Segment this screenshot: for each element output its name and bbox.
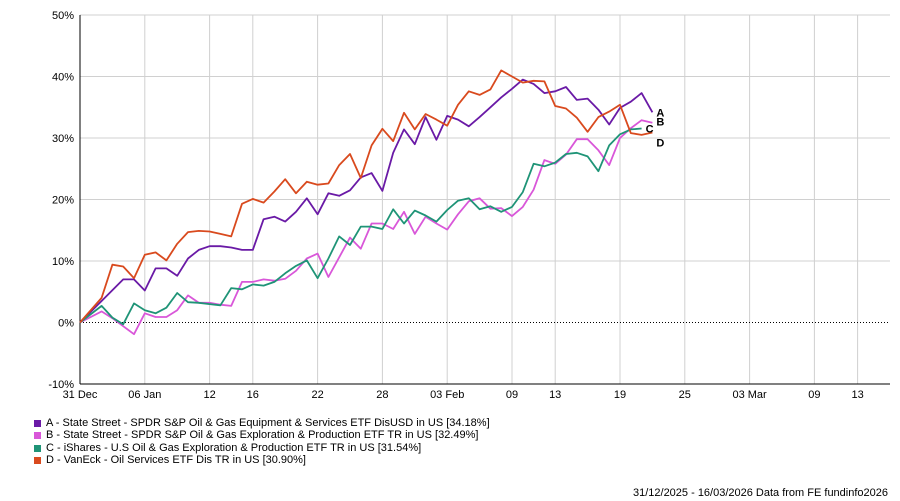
grid-lines: [79, 14, 890, 385]
y-tick-label: 0%: [58, 318, 74, 330]
series-line-d: [79, 69, 653, 324]
legend-swatch-d: [34, 456, 41, 464]
legend-swatch-a: [34, 419, 41, 427]
y-tick-label: 50%: [52, 10, 74, 22]
x-tick-label: 13: [549, 389, 561, 401]
x-tick-label: 03 Mar: [732, 389, 767, 401]
legend-item-b: B - State Street - SPDR S&P Oil & Gas Ex…: [34, 429, 490, 441]
y-tick-label: 20%: [52, 195, 74, 207]
series-line-c: [79, 127, 642, 326]
x-tick-label: 22: [311, 389, 323, 401]
series-lines: [79, 69, 654, 336]
legend-label-b: B - State Street - SPDR S&P Oil & Gas Ex…: [46, 429, 479, 442]
series-end-label-c: C: [646, 124, 654, 136]
x-tick-label: 09: [808, 389, 820, 401]
legend: A - State Street - SPDR S&P Oil & Gas Eq…: [34, 417, 490, 467]
x-tick-label: 28: [376, 389, 388, 401]
series-end-label-b: B: [656, 117, 664, 129]
legend-item-a: A - State Street - SPDR S&P Oil & Gas Eq…: [34, 417, 490, 429]
x-tick-label: 31 Dec: [63, 389, 98, 401]
x-tick-label: 16: [247, 389, 259, 401]
x-tick-label: 03 Feb: [430, 389, 464, 401]
x-tick-label: 13: [851, 389, 863, 401]
y-tick-label: 40%: [52, 72, 74, 84]
legend-swatch-b: [34, 432, 41, 440]
x-axis-tick-labels: 31 Dec 06 Jan 12 16 22 28 03 Feb 09 13 19 25 03 Mar…: [63, 389, 864, 401]
legend-label-d: D - VanEck - Oil Services ETF Dis TR in …: [46, 454, 306, 467]
x-tick-label: 25: [679, 389, 691, 401]
footer-date-range: 31/12/2025 - 16/03/2026 Data from FE fun…: [632, 487, 888, 499]
line-chart: -10% 0% 10% 20% 30% 40% 50% 31 Dec 06 Jan 12 16 22…: [48, 10, 890, 401]
x-tick-label: 12: [203, 389, 215, 401]
legend-swatch-c: [34, 444, 41, 452]
y-tick-label: 30%: [52, 133, 74, 145]
y-tick-label: -10%: [48, 379, 74, 391]
legend-label-a: A - State Street - SPDR S&P Oil & Gas Eq…: [46, 417, 490, 429]
legend-label-c: C - iShares - U.S Oil & Gas Exploration …: [46, 441, 422, 454]
legend-item-d: D - VanEck - Oil Services ETF Dis TR in …: [34, 454, 490, 466]
legend-item-c: C - iShares - U.S Oil & Gas Exploration …: [34, 442, 490, 454]
series-end-label-a: A: [656, 107, 664, 119]
x-tick-label: 09: [506, 389, 518, 401]
series-end-label-d: D: [656, 137, 664, 149]
y-axis-tick-labels: -10% 0% 10% 20% 30% 40% 50%: [48, 10, 74, 391]
x-tick-label: 19: [614, 389, 626, 401]
y-tick-label: 10%: [52, 256, 74, 268]
x-tick-label: 06 Jan: [128, 389, 161, 401]
series-line-a: [79, 78, 654, 324]
